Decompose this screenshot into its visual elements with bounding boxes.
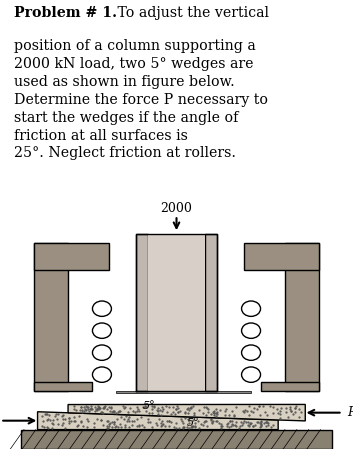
Circle shape <box>92 345 112 360</box>
Polygon shape <box>37 412 278 430</box>
Polygon shape <box>34 382 92 391</box>
Circle shape <box>92 301 112 316</box>
Polygon shape <box>136 234 148 391</box>
Circle shape <box>241 345 261 360</box>
Polygon shape <box>68 404 305 421</box>
Polygon shape <box>34 243 68 391</box>
Text: To adjust the vertical: To adjust the vertical <box>113 6 269 20</box>
Circle shape <box>241 367 261 382</box>
Circle shape <box>241 323 261 338</box>
Polygon shape <box>261 382 319 391</box>
Circle shape <box>241 301 261 316</box>
Polygon shape <box>34 243 109 270</box>
Text: Problem # 1.: Problem # 1. <box>14 6 117 20</box>
Polygon shape <box>285 243 319 391</box>
Polygon shape <box>148 234 205 391</box>
Polygon shape <box>205 234 217 391</box>
Circle shape <box>92 367 112 382</box>
Polygon shape <box>115 391 251 393</box>
Text: 2000: 2000 <box>161 202 192 215</box>
Text: 5°: 5° <box>143 401 156 411</box>
Bar <box>20 430 333 449</box>
Text: position of a column supporting a
2000 kN load, two 5° wedges are
used as shown : position of a column supporting a 2000 k… <box>14 39 268 160</box>
Text: 5°: 5° <box>187 419 200 428</box>
Circle shape <box>92 323 112 338</box>
Text: P: P <box>347 406 353 419</box>
Polygon shape <box>244 243 319 270</box>
